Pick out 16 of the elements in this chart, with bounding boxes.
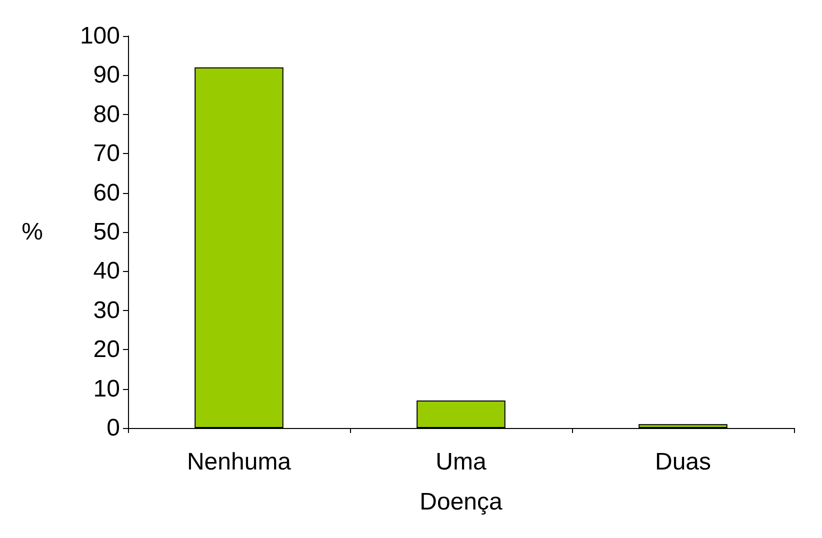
y-tick-label: 70 xyxy=(93,140,120,168)
y-tick-label: 10 xyxy=(93,375,120,402)
x-tick-label: Uma xyxy=(436,448,487,476)
y-tick-label: 30 xyxy=(93,296,120,324)
y-tick-label: 40 xyxy=(93,258,120,285)
x-axis-title: Doença xyxy=(420,488,504,516)
y-tick-label: 60 xyxy=(93,179,120,206)
y-tick-label: 90 xyxy=(93,62,120,89)
y-tick-label: 80 xyxy=(93,100,120,128)
x-tick-label: Nenhuma xyxy=(186,448,292,476)
y-tick-label: 0 xyxy=(106,414,120,442)
y-tick-label: 100 xyxy=(80,22,120,50)
x-tick-label: Duas xyxy=(654,448,712,476)
y-tick-label: 50 xyxy=(93,218,120,246)
y-axis-title: % xyxy=(22,218,43,246)
y-tick-label: 20 xyxy=(93,336,120,364)
